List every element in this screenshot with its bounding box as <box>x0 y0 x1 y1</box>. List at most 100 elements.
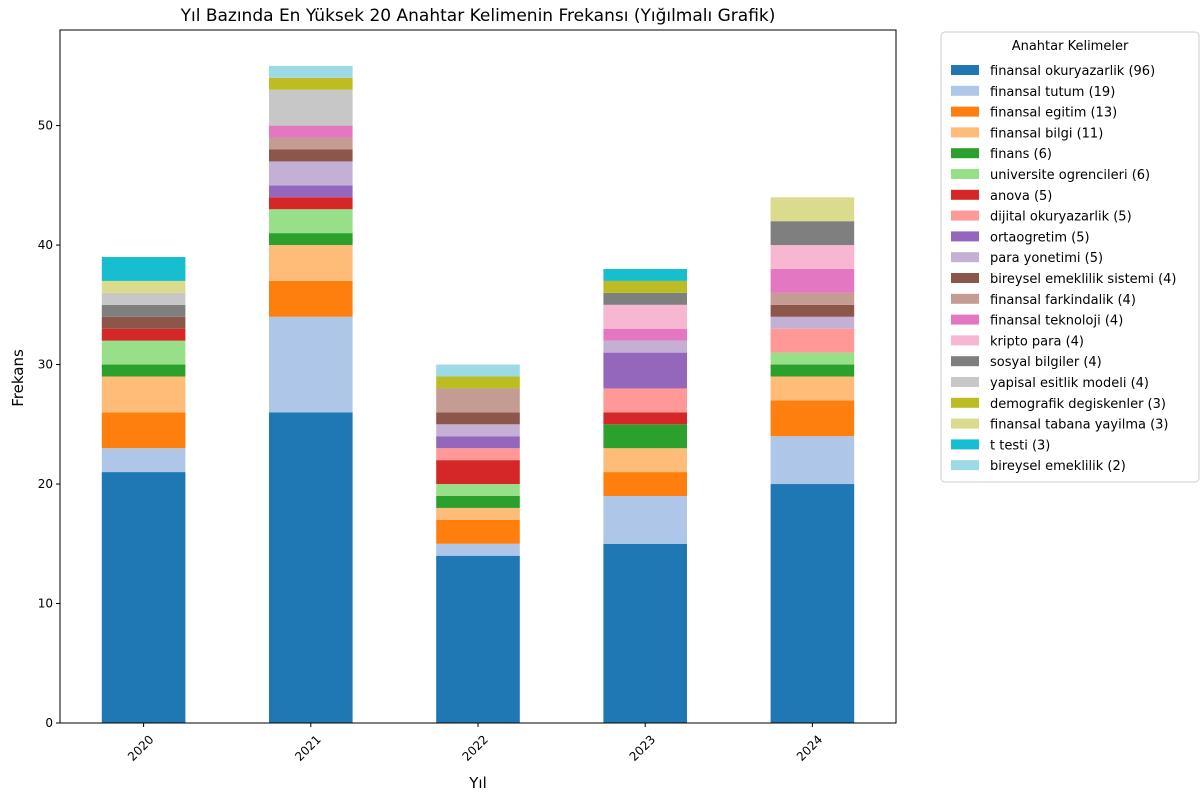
bar-segment-2023-2 <box>603 495 687 544</box>
bar-segment-2021-9 <box>269 185 353 198</box>
bar-segment-2020-4 <box>101 376 186 413</box>
y-tick-label: 10 <box>38 597 53 611</box>
bar-segment-2022-1 <box>436 555 520 723</box>
bar-segment-2021-2 <box>269 316 353 413</box>
bar-segment-2024-3 <box>770 400 855 437</box>
bar-segment-2024-12 <box>770 292 855 305</box>
legend-label: demografik degiskenler (3) <box>990 397 1166 412</box>
bar-segment-2020-18 <box>101 280 186 293</box>
bar-segment-2021-7 <box>269 197 353 210</box>
bar-segment-2021-10 <box>269 161 353 186</box>
bar-segment-2023-13 <box>603 328 687 341</box>
bar-segment-2021-12 <box>269 137 353 150</box>
x-tick-label: 2024 <box>794 732 825 763</box>
legend-label: finansal okuryazarlik (96) <box>990 64 1155 79</box>
bar-segment-2024-15 <box>770 221 855 246</box>
legend-swatch <box>951 169 979 179</box>
legend-swatch <box>951 65 979 75</box>
legend-label: finansal tutum (19) <box>990 85 1115 100</box>
legend-swatch <box>951 106 979 117</box>
x-tick-label: 2021 <box>292 732 323 763</box>
bar-segment-2023-17 <box>603 280 687 293</box>
legend-swatch <box>951 127 979 138</box>
bar-segment-2023-7 <box>603 412 687 425</box>
legend-title: Anahtar Kelimeler <box>1012 39 1129 54</box>
bar-segment-2024-5 <box>770 364 855 377</box>
bar-segment-2021-20 <box>269 65 353 78</box>
bar-segment-2024-1 <box>770 484 855 723</box>
y-tick-label: 20 <box>38 477 53 491</box>
bar-segment-2021-13 <box>269 125 353 138</box>
legend-swatch <box>951 273 979 283</box>
bar-segment-2022-2 <box>436 543 520 556</box>
bar-segment-2020-3 <box>101 412 186 449</box>
legend-label: anova (5) <box>990 189 1052 204</box>
bar-segment-2024-13 <box>770 268 855 293</box>
legend-swatch <box>951 252 979 263</box>
legend-label: finansal tabana yayilma (3) <box>990 418 1169 433</box>
bar-segment-2021-17 <box>269 77 353 90</box>
bar-segment-2024-14 <box>770 245 855 269</box>
legend-label: yapisal esitlik modeli (4) <box>990 376 1149 391</box>
legend-swatch <box>951 397 979 408</box>
bar-segment-2021-4 <box>269 245 353 281</box>
legend-swatch <box>951 356 979 367</box>
bar-segment-2020-7 <box>101 328 186 341</box>
bar-segment-2020-5 <box>101 364 186 377</box>
bar-segment-2024-4 <box>770 376 855 401</box>
bar-segment-2024-10 <box>770 316 855 329</box>
y-tick-label: 50 <box>38 119 53 133</box>
legend-swatch <box>951 189 979 200</box>
bar-segment-2023-9 <box>603 352 687 389</box>
bar-segment-2021-6 <box>269 209 353 234</box>
bar-segment-2020-19 <box>101 257 186 281</box>
legend-label: para yonetimi (5) <box>990 251 1103 266</box>
bar-segment-2021-5 <box>269 233 353 246</box>
bar-segment-2024-8 <box>770 328 855 353</box>
bar-segment-2023-19 <box>603 268 687 281</box>
legend-swatch <box>951 85 979 96</box>
bar-segment-2023-4 <box>603 448 687 473</box>
bar-segment-2021-11 <box>269 149 353 162</box>
chart-title: Yıl Bazında En Yüksek 20 Anahtar Kelimen… <box>180 6 776 26</box>
bar-segment-2022-4 <box>436 507 520 520</box>
legend-label: ortaogretim (5) <box>990 230 1090 245</box>
legend-swatch <box>951 314 979 325</box>
bar-segment-2023-5 <box>603 424 687 449</box>
bar-segment-2023-15 <box>603 292 687 305</box>
legend-swatch <box>951 293 979 304</box>
x-axis-title: Yıl <box>468 774 487 792</box>
bars-layer <box>101 65 855 723</box>
bar-segment-2022-17 <box>436 376 520 389</box>
legend-box <box>940 31 1200 483</box>
bar-segment-2020-2 <box>101 448 186 473</box>
y-tick-label: 40 <box>38 238 53 252</box>
legend-swatch <box>951 231 979 242</box>
legend-label: sosyal bilgiler (4) <box>990 355 1102 370</box>
legend-label: t testi (3) <box>990 438 1050 453</box>
bar-segment-2024-11 <box>770 304 855 317</box>
legend-label: finansal teknoloji (4) <box>990 314 1123 329</box>
legend-label: finans (6) <box>990 147 1052 162</box>
legend-label: bireysel emeklilik sistemi (4) <box>990 272 1177 287</box>
legend-swatch <box>951 439 979 450</box>
bar-segment-2021-16 <box>269 89 353 126</box>
bar-segment-2022-7 <box>436 460 520 485</box>
legend-label: kripto para (4) <box>990 334 1084 349</box>
bar-segment-2023-14 <box>603 304 687 329</box>
bar-segment-2022-10 <box>436 424 520 437</box>
legend-label: dijital okuryazarlik (5) <box>990 210 1132 225</box>
legend-swatch <box>951 377 979 387</box>
legend-label: universite ogrencileri (6) <box>990 168 1150 183</box>
legend-label: finansal egitim (13) <box>990 106 1117 121</box>
bar-segment-2022-3 <box>436 519 520 544</box>
bar-segment-2024-6 <box>770 352 855 365</box>
legend-swatch <box>951 210 979 221</box>
bar-segment-2023-3 <box>603 472 687 496</box>
bar-segment-2022-5 <box>436 495 520 508</box>
legend-swatch <box>951 335 979 346</box>
legend-label: bireysel emeklilik (2) <box>990 459 1126 474</box>
bar-segment-2020-6 <box>101 340 186 365</box>
y-axis-title: Frekans <box>9 349 27 407</box>
